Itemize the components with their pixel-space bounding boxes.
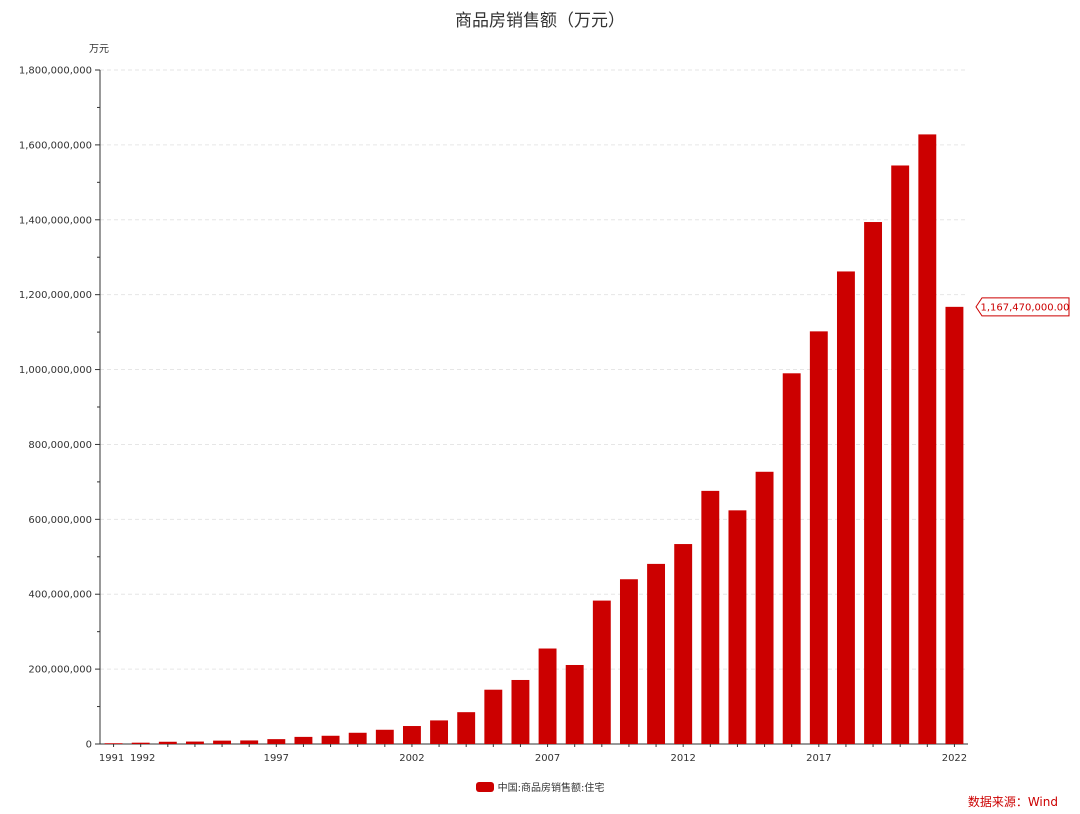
legend-swatch (475, 781, 494, 792)
chart-title: 商品房销售额（万元） (455, 11, 625, 31)
bar (321, 735, 340, 744)
bar (701, 490, 720, 744)
bar (755, 471, 774, 744)
bar (809, 331, 828, 744)
x-tick-label: 2002 (399, 753, 424, 764)
bar (538, 648, 557, 744)
bar (213, 740, 232, 744)
y-tick-label: 800,000,000 (28, 440, 92, 451)
y-tick-label: 1,200,000,000 (19, 290, 92, 301)
y-tick-label: 1,600,000,000 (19, 140, 92, 151)
y-tick-label: 400,000,000 (28, 590, 92, 601)
bar (782, 373, 801, 744)
bar (592, 600, 611, 744)
x-tick-label: 2007 (535, 753, 560, 764)
legend-label: 中国:商品房销售额:住宅 (497, 783, 605, 794)
bar (484, 689, 503, 744)
annotation: 1,167,470,000.00 (975, 297, 1070, 317)
x-tick-label: 2022 (942, 753, 967, 764)
x-tick-label: 1997 (264, 753, 289, 764)
bar (619, 579, 638, 744)
y-tick-label: 1,000,000,000 (19, 365, 92, 376)
bar (430, 720, 449, 744)
y-tick-label: 200,000,000 (28, 665, 92, 676)
x-tick-label: 1992 (130, 753, 155, 764)
bar (457, 712, 476, 744)
x-tick-label: 1991 (99, 753, 124, 764)
bar (402, 726, 421, 744)
y-tick-label: 0 (86, 740, 92, 751)
source-note: 数据来源：Wind (967, 795, 1058, 809)
legend[interactable]: 中国:商品房销售额:住宅 (0, 779, 1080, 794)
bar (294, 736, 313, 744)
bar (348, 732, 367, 744)
y-tick-label: 1,800,000,000 (19, 66, 92, 77)
bar (565, 664, 584, 744)
value-callout-box (975, 297, 1070, 317)
bar (375, 729, 394, 744)
x-tick-label: 2017 (806, 753, 831, 764)
axis-labels: 0 200,000,000 400,000,000 600,000,000 800,00… (19, 44, 967, 764)
bar (267, 739, 286, 744)
value-callout-label: 1,167,470,000.00 (980, 302, 1069, 313)
bar (185, 741, 204, 744)
bar (104, 743, 123, 744)
y-tick-label: 1,400,000,000 (19, 215, 92, 226)
bars (104, 134, 964, 745)
y-tick-label: 600,000,000 (28, 515, 92, 526)
bar (945, 306, 964, 744)
bar (674, 544, 693, 744)
bar (158, 741, 177, 744)
bar (891, 165, 910, 744)
bar (131, 742, 150, 744)
x-tick-label: 2012 (670, 753, 695, 764)
bar (511, 679, 530, 744)
bar (836, 271, 855, 744)
bar (240, 740, 259, 744)
y-axis-unit: 万元 (89, 44, 109, 55)
bar (647, 563, 666, 744)
bar (918, 134, 937, 745)
bar (728, 510, 747, 744)
bar (864, 222, 883, 745)
